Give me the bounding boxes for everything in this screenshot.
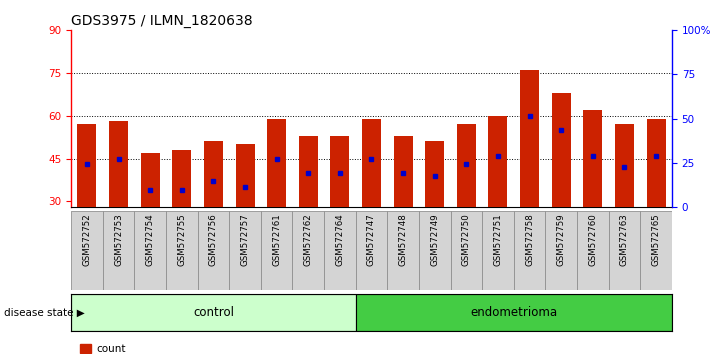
- Text: GSM572747: GSM572747: [367, 213, 376, 266]
- Text: GSM572761: GSM572761: [272, 213, 281, 266]
- Bar: [520, 70, 539, 207]
- Bar: [457, 124, 476, 207]
- Text: control: control: [193, 306, 234, 319]
- Bar: [646, 119, 665, 207]
- Text: GSM572751: GSM572751: [493, 213, 503, 266]
- Text: GSM572748: GSM572748: [399, 213, 407, 266]
- Bar: [229, 211, 261, 290]
- Text: endometrioma: endometrioma: [470, 306, 557, 319]
- Text: GSM572759: GSM572759: [557, 213, 566, 266]
- Bar: [71, 294, 356, 331]
- Bar: [419, 211, 451, 290]
- Text: GSM572753: GSM572753: [114, 213, 123, 266]
- Bar: [552, 93, 571, 207]
- Bar: [71, 211, 102, 290]
- Bar: [609, 211, 641, 290]
- Bar: [102, 211, 134, 290]
- Text: GSM572755: GSM572755: [177, 213, 186, 266]
- Bar: [387, 211, 419, 290]
- Bar: [583, 110, 602, 207]
- Bar: [134, 211, 166, 290]
- Text: GSM572760: GSM572760: [588, 213, 597, 266]
- Bar: [488, 116, 508, 207]
- Text: GSM572762: GSM572762: [304, 213, 313, 266]
- Bar: [299, 136, 318, 207]
- Bar: [166, 211, 198, 290]
- Bar: [545, 211, 577, 290]
- Text: GSM572764: GSM572764: [336, 213, 344, 266]
- Text: GDS3975 / ILMN_1820638: GDS3975 / ILMN_1820638: [71, 14, 252, 28]
- Bar: [324, 211, 356, 290]
- Bar: [109, 121, 128, 207]
- Text: GSM572749: GSM572749: [430, 213, 439, 266]
- Legend: count, percentile rank within the sample: count, percentile rank within the sample: [76, 340, 276, 354]
- Bar: [172, 150, 191, 207]
- Bar: [356, 294, 672, 331]
- Bar: [292, 211, 324, 290]
- Bar: [331, 136, 349, 207]
- Bar: [615, 124, 634, 207]
- Bar: [425, 142, 444, 207]
- Bar: [514, 211, 545, 290]
- Bar: [394, 136, 412, 207]
- Text: disease state ▶: disease state ▶: [4, 307, 85, 318]
- Bar: [362, 119, 381, 207]
- Text: GSM572756: GSM572756: [209, 213, 218, 266]
- Text: GSM572752: GSM572752: [82, 213, 92, 266]
- Bar: [482, 211, 514, 290]
- Bar: [204, 142, 223, 207]
- Bar: [261, 211, 292, 290]
- Bar: [77, 124, 97, 207]
- Bar: [577, 211, 609, 290]
- Bar: [356, 211, 387, 290]
- Text: GSM572758: GSM572758: [525, 213, 534, 266]
- Text: GSM572754: GSM572754: [146, 213, 155, 266]
- Bar: [198, 211, 229, 290]
- Bar: [641, 211, 672, 290]
- Text: GSM572750: GSM572750: [462, 213, 471, 266]
- Bar: [267, 119, 286, 207]
- Text: GSM572763: GSM572763: [620, 213, 629, 266]
- Bar: [141, 153, 160, 207]
- Bar: [235, 144, 255, 207]
- Text: GSM572765: GSM572765: [651, 213, 661, 266]
- Bar: [451, 211, 482, 290]
- Text: GSM572757: GSM572757: [240, 213, 250, 266]
